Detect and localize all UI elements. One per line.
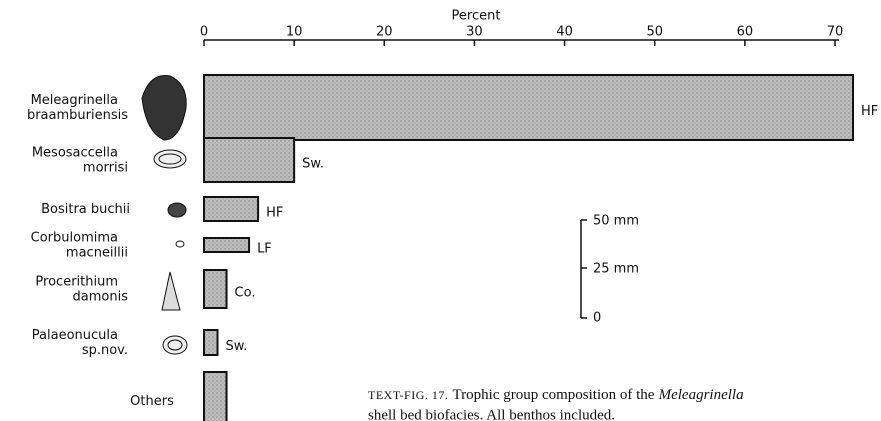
category-line: morrisi bbox=[83, 160, 128, 175]
category-label: Procerithium damonis bbox=[35, 274, 128, 304]
bar bbox=[203, 329, 219, 356]
value-label: HF bbox=[861, 104, 878, 119]
scale-label: 25 mm bbox=[593, 262, 639, 277]
category-line: Meleagrinella bbox=[31, 93, 118, 108]
x-axis-title: Percent bbox=[452, 9, 501, 24]
category-line: Corbulomima bbox=[31, 230, 118, 245]
category-line: sp.nov. bbox=[82, 343, 128, 358]
x-tick-label: 70 bbox=[827, 25, 844, 40]
category-label: Mesosaccella morrisi bbox=[32, 145, 128, 175]
category-line: braamburiensis bbox=[27, 108, 128, 123]
value-label: HF bbox=[266, 206, 283, 221]
caption-text: Trophic group composition of the bbox=[453, 387, 655, 403]
x-tick-label: 10 bbox=[286, 25, 303, 40]
x-tick-label: 20 bbox=[376, 25, 393, 40]
bar bbox=[203, 237, 251, 253]
shell-icons bbox=[141, 74, 188, 355]
value-label: Sw. bbox=[302, 157, 324, 172]
caption-italic: Meleagrinella bbox=[658, 387, 744, 403]
category-label: Palaeonucula sp.nov. bbox=[32, 328, 128, 358]
x-tick-label: 0 bbox=[200, 25, 208, 40]
x-tick-label: 50 bbox=[646, 25, 663, 40]
value-label: Co. bbox=[235, 286, 256, 301]
scale-label: 50 mm bbox=[593, 214, 639, 229]
bar bbox=[203, 74, 855, 141]
x-tick-label: 40 bbox=[556, 25, 573, 40]
category-line: Palaeonucula bbox=[32, 328, 118, 343]
bar bbox=[203, 269, 228, 309]
category-label: Bositra buchii bbox=[41, 202, 130, 217]
category-line: Bositra buchii bbox=[41, 202, 130, 217]
bar bbox=[203, 137, 296, 183]
x-tick-label: 60 bbox=[737, 25, 754, 40]
scale-label: 0 bbox=[593, 311, 601, 326]
caption-text: shell bed biofacies. All benthos include… bbox=[368, 407, 615, 421]
x-tick-label: 30 bbox=[466, 25, 483, 40]
caption: TEXT-FIG. 17. Trophic group composition … bbox=[368, 387, 744, 403]
bar bbox=[203, 196, 260, 222]
value-label: LF bbox=[257, 242, 272, 257]
caption-label: TEXT-FIG. 17. bbox=[368, 388, 448, 402]
category-label: Meleagrinella braamburiensis bbox=[27, 93, 128, 123]
category-line: damonis bbox=[73, 289, 129, 304]
category-line: Procerithium bbox=[35, 274, 118, 289]
category-line: Mesosaccella bbox=[32, 145, 118, 160]
bar bbox=[203, 371, 228, 421]
category-line: Others bbox=[130, 394, 174, 409]
category-line: macneillii bbox=[66, 245, 128, 260]
scale-bar bbox=[580, 219, 587, 319]
value-label: Sw. bbox=[226, 339, 248, 354]
category-label: Others bbox=[130, 394, 174, 409]
category-label: Corbulomima macneillii bbox=[31, 230, 128, 260]
